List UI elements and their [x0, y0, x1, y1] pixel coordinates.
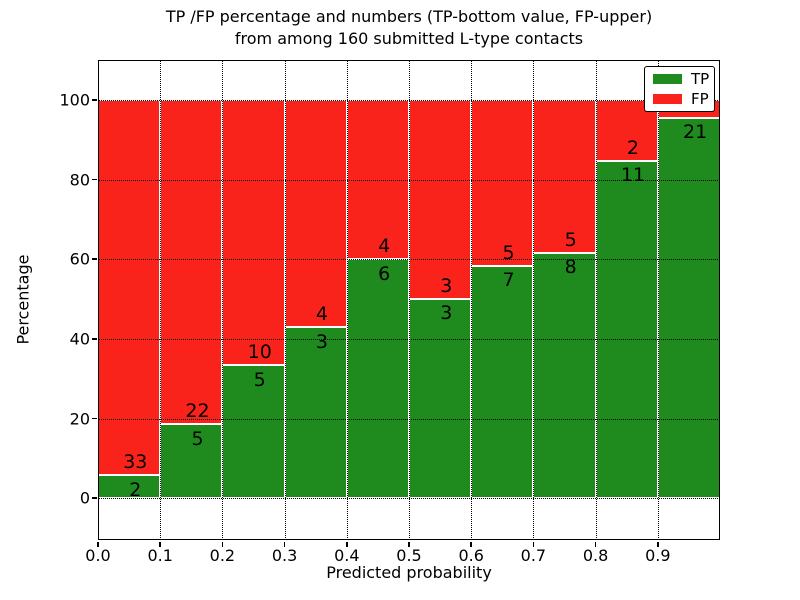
bar-tp-segment [346, 259, 409, 499]
bar-fp-segment [160, 99, 223, 425]
y-tick-label: 60 [69, 249, 90, 269]
fp-count-label: 5 [502, 241, 515, 264]
x-tick-mark [532, 541, 535, 547]
bar-tp-segment [533, 253, 596, 499]
x-gridline [533, 60, 535, 540]
bar-fp-segment [533, 99, 596, 254]
y-tick-mark [91, 497, 97, 499]
y-tick-label: 20 [69, 409, 90, 428]
chart-title: TP /FP percentage and numbers (TP-bottom… [98, 6, 720, 50]
chart-title-line1: TP /FP percentage and numbers (TP-bottom… [165, 7, 653, 26]
fp-count-label: 33 [123, 451, 148, 474]
fp-count-label: 4 [378, 235, 391, 258]
bar-fp-segment [284, 99, 347, 328]
tp-count-label: 5 [191, 427, 204, 450]
tp-color-swatch [653, 74, 682, 84]
legend-entry-tp: TP [653, 69, 710, 88]
x-gridline [471, 60, 473, 540]
x-gridline [160, 60, 162, 540]
legend-label-fp: FP [691, 89, 709, 108]
fp-count-label: 3 [440, 274, 453, 297]
x-gridline [346, 60, 348, 540]
fp-count-label: 2 [626, 136, 639, 159]
bar-tp-segment [595, 161, 658, 499]
bar-tp-segment [409, 299, 472, 499]
x-tick-mark [159, 541, 161, 547]
x-tick-mark [346, 541, 348, 547]
y-tick-label: 80 [69, 170, 90, 189]
x-tick-mark [221, 541, 224, 547]
x-gridline [595, 60, 597, 540]
y-tick-label: 0 [79, 488, 90, 508]
x-tick-label: 0.3 [271, 546, 298, 565]
y-tick-mark [91, 178, 97, 181]
tp-count-label: 5 [253, 368, 266, 391]
legend-entry-fp: FP [653, 89, 709, 108]
tp-count-label: 8 [564, 256, 577, 279]
y-tick-mark [91, 258, 97, 260]
fp-count-label: 5 [564, 228, 577, 251]
x-tick-mark [97, 541, 99, 547]
plot-area: 3322251054346335758211121 TP FP [91, 60, 720, 547]
y-tick-mark [91, 99, 97, 101]
x-tick-label: 0.0 [85, 546, 111, 565]
x-tick-label: 0.2 [209, 546, 236, 565]
y-tick-label: 40 [69, 329, 90, 349]
x-tick-mark [283, 541, 286, 547]
legend-label-tp: TP [691, 69, 710, 88]
x-tick-label: 0.5 [396, 546, 422, 565]
bar-tp-segment [471, 265, 534, 499]
tp-count-label: 3 [315, 330, 328, 353]
x-tick-mark [594, 541, 597, 547]
y-tick-label: 100 [59, 90, 90, 110]
x-tick-label: 0.1 [147, 546, 173, 565]
x-tick-label: 0.6 [458, 546, 484, 565]
x-tick-mark [408, 541, 410, 547]
bar-fp-segment [222, 99, 285, 366]
x-tick-label: 0.7 [520, 546, 547, 565]
x-gridline [409, 60, 410, 540]
x-tick-mark [657, 541, 659, 547]
bar-tp-segment [284, 327, 347, 499]
bar-fp-segment [98, 99, 161, 476]
tp-count-label: 6 [378, 262, 391, 285]
x-axis-label: Predicted probability [326, 563, 492, 582]
x-gridline [284, 60, 286, 540]
x-tick-mark [470, 541, 472, 547]
x-gridline [98, 60, 99, 540]
chart-title-line2: from among 160 submitted L-type contacts [234, 29, 584, 48]
tp-count-label: 3 [440, 302, 453, 325]
tp-count-label: 21 [683, 121, 708, 144]
bar-tp-segment [160, 424, 223, 499]
tp-count-label: 11 [620, 164, 645, 187]
y-tick-mark [91, 417, 97, 420]
legend: TP FP [644, 66, 715, 112]
fp-count-label: 22 [185, 400, 210, 423]
fp-color-swatch [653, 94, 682, 104]
bar-fp-segment [409, 99, 472, 299]
x-gridline [657, 60, 659, 540]
tp-count-label: 7 [502, 269, 515, 292]
x-gridline [222, 60, 224, 540]
fp-count-label: 4 [315, 303, 328, 326]
x-tick-label: 0.4 [334, 546, 360, 565]
bar-tp-segment [657, 117, 720, 499]
tp-count-label: 2 [129, 478, 142, 501]
y-tick-mark [91, 338, 97, 340]
x-tick-label: 0.8 [582, 546, 609, 565]
fp-count-label: 10 [247, 341, 272, 364]
x-tick-label: 0.9 [645, 546, 671, 565]
